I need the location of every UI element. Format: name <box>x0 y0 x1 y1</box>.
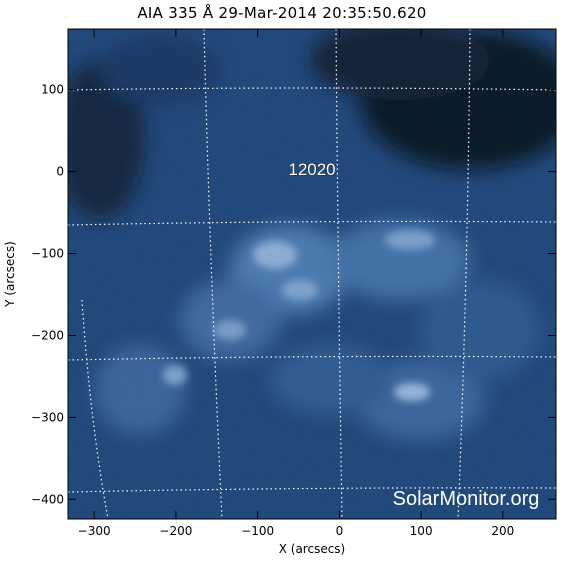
euv-image: 12020 SolarMonitor.org <box>68 29 556 519</box>
y-tick-label: 0 <box>56 165 64 179</box>
region-label: 12020 <box>288 160 335 179</box>
y-axis-label: Y (arcsecs) <box>3 241 17 308</box>
x-tick-label: 100 <box>410 524 433 538</box>
x-tick-label: −100 <box>241 524 274 538</box>
plot-frame <box>67 28 557 520</box>
image-title: AIA 335 Å 29-Mar-2014 20:35:50.620 <box>137 4 427 22</box>
y-tick-label: 100 <box>41 83 64 97</box>
x-axis: −300 −200 −100 0 100 200 <box>78 29 514 538</box>
x-tick-label: −200 <box>159 524 192 538</box>
y-tick-label: −400 <box>31 492 64 506</box>
x-tick-label: −300 <box>78 524 111 538</box>
x-axis-label: X (arcsecs) <box>279 542 346 556</box>
watermark-text: SolarMonitor.org <box>393 488 540 510</box>
y-tick-label: −300 <box>31 410 64 424</box>
x-tick-label: 200 <box>491 524 514 538</box>
y-tick-label: −100 <box>31 247 64 261</box>
y-tick-label: −200 <box>31 328 64 342</box>
heliographic-grid <box>68 29 556 519</box>
y-axis: 100 0 −100 −200 −300 −400 <box>31 83 556 506</box>
x-tick-label: 0 <box>336 524 344 538</box>
